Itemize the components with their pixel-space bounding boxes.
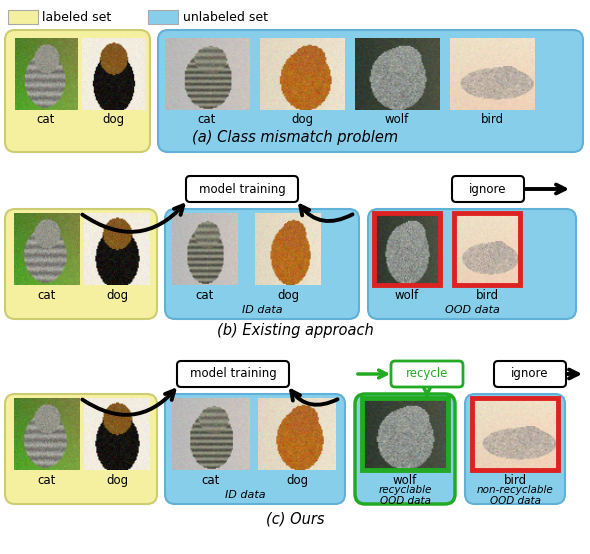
Text: wolf: wolf [395,289,419,302]
Text: model training: model training [189,367,276,381]
Bar [454,213,520,285]
Text: ignore: ignore [512,367,549,381]
Text: recycle: recycle [406,367,448,381]
FancyBboxPatch shape [368,209,576,319]
Text: model training: model training [199,182,286,196]
Bar [374,213,440,285]
Text: ID data: ID data [242,305,282,315]
Text: recyclable: recyclable [378,485,432,495]
Text: dog: dog [286,474,308,487]
Text: (b) Existing approach: (b) Existing approach [217,323,373,338]
FancyBboxPatch shape [465,394,565,504]
Text: cat: cat [37,113,55,126]
Text: dog: dog [291,113,313,126]
Text: OOD data: OOD data [379,496,431,506]
Text: OOD data: OOD data [490,496,540,506]
Text: cat: cat [198,113,216,126]
Text: dog: dog [277,289,299,302]
FancyBboxPatch shape [494,361,566,387]
Text: dog: dog [102,113,124,126]
Bar [362,398,448,470]
FancyBboxPatch shape [186,176,298,202]
Text: bird: bird [476,289,499,302]
Text: dog: dog [106,289,128,302]
Text: (c) Ours: (c) Ours [266,511,324,526]
Text: OOD data: OOD data [444,305,500,315]
FancyBboxPatch shape [177,361,289,387]
FancyBboxPatch shape [165,394,345,504]
FancyBboxPatch shape [5,209,157,319]
Text: dog: dog [106,474,128,487]
Bar [8,10,38,24]
FancyBboxPatch shape [165,209,359,319]
Bar [148,10,178,24]
Text: bird: bird [503,474,526,487]
Text: wolf: wolf [393,474,417,487]
Text: bird: bird [480,113,503,126]
FancyBboxPatch shape [5,394,157,504]
FancyBboxPatch shape [452,176,524,202]
Text: wolf: wolf [385,113,409,126]
Text: cat: cat [38,474,56,487]
FancyBboxPatch shape [391,361,463,387]
FancyBboxPatch shape [158,30,583,152]
Text: ID data: ID data [225,490,266,500]
FancyBboxPatch shape [5,30,150,152]
Text: non-recyclable: non-recyclable [477,485,553,495]
Text: cat: cat [38,289,56,302]
Text: unlabeled set: unlabeled set [183,11,268,24]
FancyBboxPatch shape [355,394,455,504]
Text: cat: cat [196,289,214,302]
Text: labeled set: labeled set [42,11,112,24]
Text: ignore: ignore [469,182,507,196]
Bar [472,398,558,470]
Text: cat: cat [202,474,220,487]
Text: (a) Class mismatch problem: (a) Class mismatch problem [192,130,398,145]
